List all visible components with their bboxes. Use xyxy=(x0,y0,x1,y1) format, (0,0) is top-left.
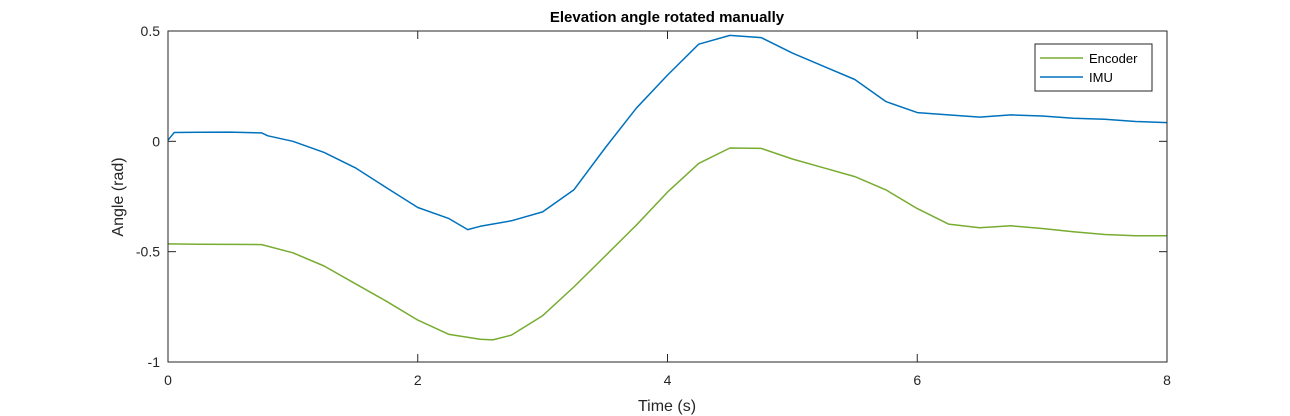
legend-label-encoder: Encoder xyxy=(1089,51,1138,66)
plot-area xyxy=(168,31,1167,362)
x-axis-label: Time (s) xyxy=(638,398,696,415)
x-tick-label: 2 xyxy=(414,372,422,388)
x-tick-label: 8 xyxy=(1163,372,1171,388)
legend-label-imu: IMU xyxy=(1089,70,1113,85)
y-ticks: -1 -0.5 0 0.5 xyxy=(136,23,1167,370)
x-tick-label: 0 xyxy=(164,372,172,388)
chart-title: Elevation angle rotated manually xyxy=(550,9,785,26)
y-tick-label: -0.5 xyxy=(136,244,160,260)
x-ticks: 0 2 4 6 8 xyxy=(164,31,1171,388)
series-line-encoder xyxy=(167,147,1167,341)
y-tick-label: 0 xyxy=(152,133,160,149)
x-tick-label: 6 xyxy=(913,372,921,388)
y-axis-label: Angle (rad) xyxy=(110,157,127,236)
y-tick-label: 0.5 xyxy=(141,23,161,39)
legend: Encoder IMU xyxy=(1034,43,1153,92)
y-tick-label: -1 xyxy=(148,354,161,370)
x-tick-label: 4 xyxy=(664,372,672,388)
legend-box xyxy=(1034,43,1153,92)
series-layer xyxy=(167,34,1168,341)
series-line-imu xyxy=(167,34,1168,231)
